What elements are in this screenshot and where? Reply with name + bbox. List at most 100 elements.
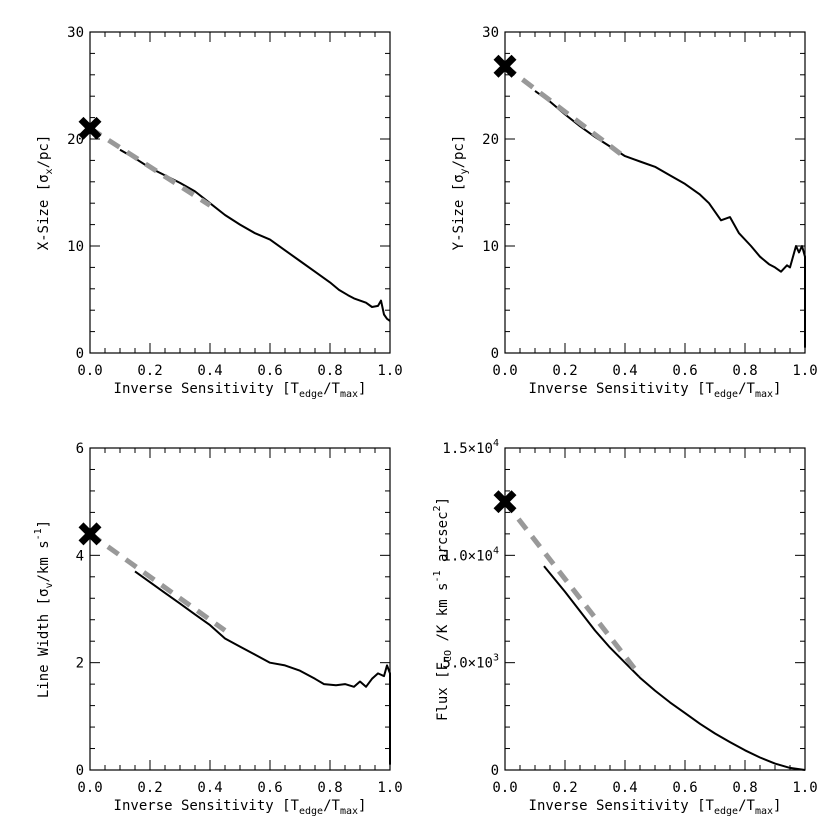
y-tick-label: 1.0×104	[442, 545, 499, 564]
x-tick-label: 0.4	[612, 780, 637, 796]
y-label-final: ]	[36, 520, 52, 528]
y-label-sub: v	[44, 583, 55, 589]
x-tick-label: 0.4	[612, 363, 637, 379]
y-label-end: /pc]	[36, 135, 52, 169]
y-tick-label: 4	[76, 548, 84, 564]
x-tick-label: 0.8	[317, 363, 342, 379]
extrapolation-fit-line	[503, 500, 642, 678]
plot-frame	[89, 447, 391, 771]
y-tick-text: 6	[76, 441, 84, 457]
x-tick-label: 0.6	[672, 780, 697, 796]
data-series-line	[134, 570, 391, 765]
y-tick-label: 5.0×103	[442, 653, 499, 672]
x-tick-label: 0.8	[317, 780, 342, 796]
y-tick-text: 1.5×10	[442, 441, 493, 457]
y-tick-label: 30	[482, 25, 499, 41]
x-label-text: Inverse Sensitivity [T	[529, 381, 715, 397]
x-label-end: ]	[773, 381, 781, 397]
y-tick-text: 0	[491, 763, 499, 779]
x-tick-label: 0.2	[552, 363, 577, 379]
y-tick-label: 1.5×104	[442, 438, 499, 457]
y-tick-label: 0	[491, 346, 499, 362]
y-tick-label: 20	[482, 132, 499, 148]
x-tick-label: 1.0	[792, 780, 817, 796]
data-series-line	[534, 90, 806, 348]
y-tick-text: 20	[482, 132, 499, 148]
extrapolated-value-marker	[78, 116, 102, 140]
y-label-end: /K km s	[435, 583, 451, 650]
panel-y-size: 0.0 0.2 0.4 0.6 0.8 1.0 0 10 20 30 Inverse Sensiti…	[451, 25, 818, 400]
y-label-sup: -1	[432, 570, 443, 582]
x-label-end: ]	[358, 798, 366, 814]
x-tick-label: 1.0	[792, 363, 817, 379]
x-label-sub: max	[755, 806, 773, 817]
y-tick-label: 0	[76, 346, 84, 362]
x-tick-label: 0.0	[77, 363, 102, 379]
data-series-line	[119, 148, 391, 322]
x-axis-label: Inverse Sensitivity [Tedge/Tmax]	[529, 798, 782, 817]
x-label-mid: /T	[738, 381, 755, 397]
y-axis-label: Line Width [σv/km s-1]	[33, 520, 55, 698]
y-tick-text: 1.0×10	[442, 548, 493, 564]
extrapolation-fit-line	[88, 126, 212, 208]
extrapolation-fit-line	[88, 531, 227, 633]
y-label-end: /km s	[36, 540, 52, 582]
x-tick-label: 0.0	[492, 780, 517, 796]
plot-frame	[504, 447, 806, 771]
y-tick-text: 10	[482, 239, 499, 255]
y-tick-label: 0	[76, 763, 84, 779]
x-tick-label: 0.0	[77, 780, 102, 796]
y-tick-exponent: 3	[493, 653, 499, 664]
y-tick-text: 0	[76, 346, 84, 362]
y-tick-text: 10	[67, 239, 84, 255]
y-tick-label: 2	[76, 656, 84, 672]
x-label-sub: max	[755, 389, 773, 400]
y-axis-label: Y-Size [σy/pc]	[451, 135, 470, 251]
x-tick-label: 0.2	[137, 363, 162, 379]
y-tick-text: 30	[67, 25, 84, 41]
y-label-text: Flux [F	[435, 662, 451, 721]
extrapolation-fit-line	[503, 64, 627, 160]
x-label-sub: edge	[299, 806, 323, 817]
x-tick-label: 0.6	[257, 363, 282, 379]
x-tick-label: 0.2	[137, 780, 162, 796]
x-label-sub: edge	[714, 806, 738, 817]
extrapolated-value-marker	[493, 490, 517, 514]
y-tick-label: 10	[482, 239, 499, 255]
y-label-sub: x	[44, 168, 55, 174]
x-axis-label: Inverse Sensitivity [Tedge/Tmax]	[529, 381, 782, 400]
y-label-mid: arcsec	[435, 511, 451, 570]
y-tick-text: 30	[482, 25, 499, 41]
y-tick-text: 4	[76, 548, 84, 564]
x-label-text: Inverse Sensitivity [T	[529, 798, 715, 814]
y-tick-exponent: 4	[493, 438, 499, 449]
panel-line-width: 0.0 0.2 0.4 0.6 0.8 1.0 0 2 4 6 Inverse Sensitivit…	[33, 441, 403, 817]
y-tick-exponent: 4	[493, 545, 499, 556]
y-tick-label: 0	[491, 763, 499, 779]
x-axis-label: Inverse Sensitivity [Tedge/Tmax]	[114, 798, 367, 817]
x-tick-label: 0.4	[197, 363, 222, 379]
x-label-mid: /T	[323, 798, 340, 814]
plot-frame	[89, 31, 391, 354]
y-tick-label: 10	[67, 239, 84, 255]
x-tick-label: 0.8	[732, 780, 757, 796]
x-label-sub: edge	[299, 389, 323, 400]
y-tick-label: 6	[76, 441, 84, 457]
x-label-mid: /T	[323, 381, 340, 397]
y-label-final: ]	[435, 497, 451, 505]
x-tick-label: 0.8	[732, 363, 757, 379]
x-label-text: Inverse Sensitivity [T	[114, 798, 300, 814]
x-label-text: Inverse Sensitivity [T	[114, 381, 300, 397]
y-tick-text: 0	[76, 763, 84, 779]
x-label-sub: max	[340, 806, 358, 817]
y-label-text: X-Size [σ	[36, 174, 52, 250]
x-tick-label: 0.0	[492, 363, 517, 379]
x-label-end: ]	[358, 381, 366, 397]
x-axis-label: Inverse Sensitivity [Tedge/Tmax]	[114, 381, 367, 400]
x-label-mid: /T	[738, 798, 755, 814]
y-tick-text: 5.0×10	[442, 656, 493, 672]
y-tick-text: 0	[491, 346, 499, 362]
y-label-sup: 2	[432, 505, 443, 511]
